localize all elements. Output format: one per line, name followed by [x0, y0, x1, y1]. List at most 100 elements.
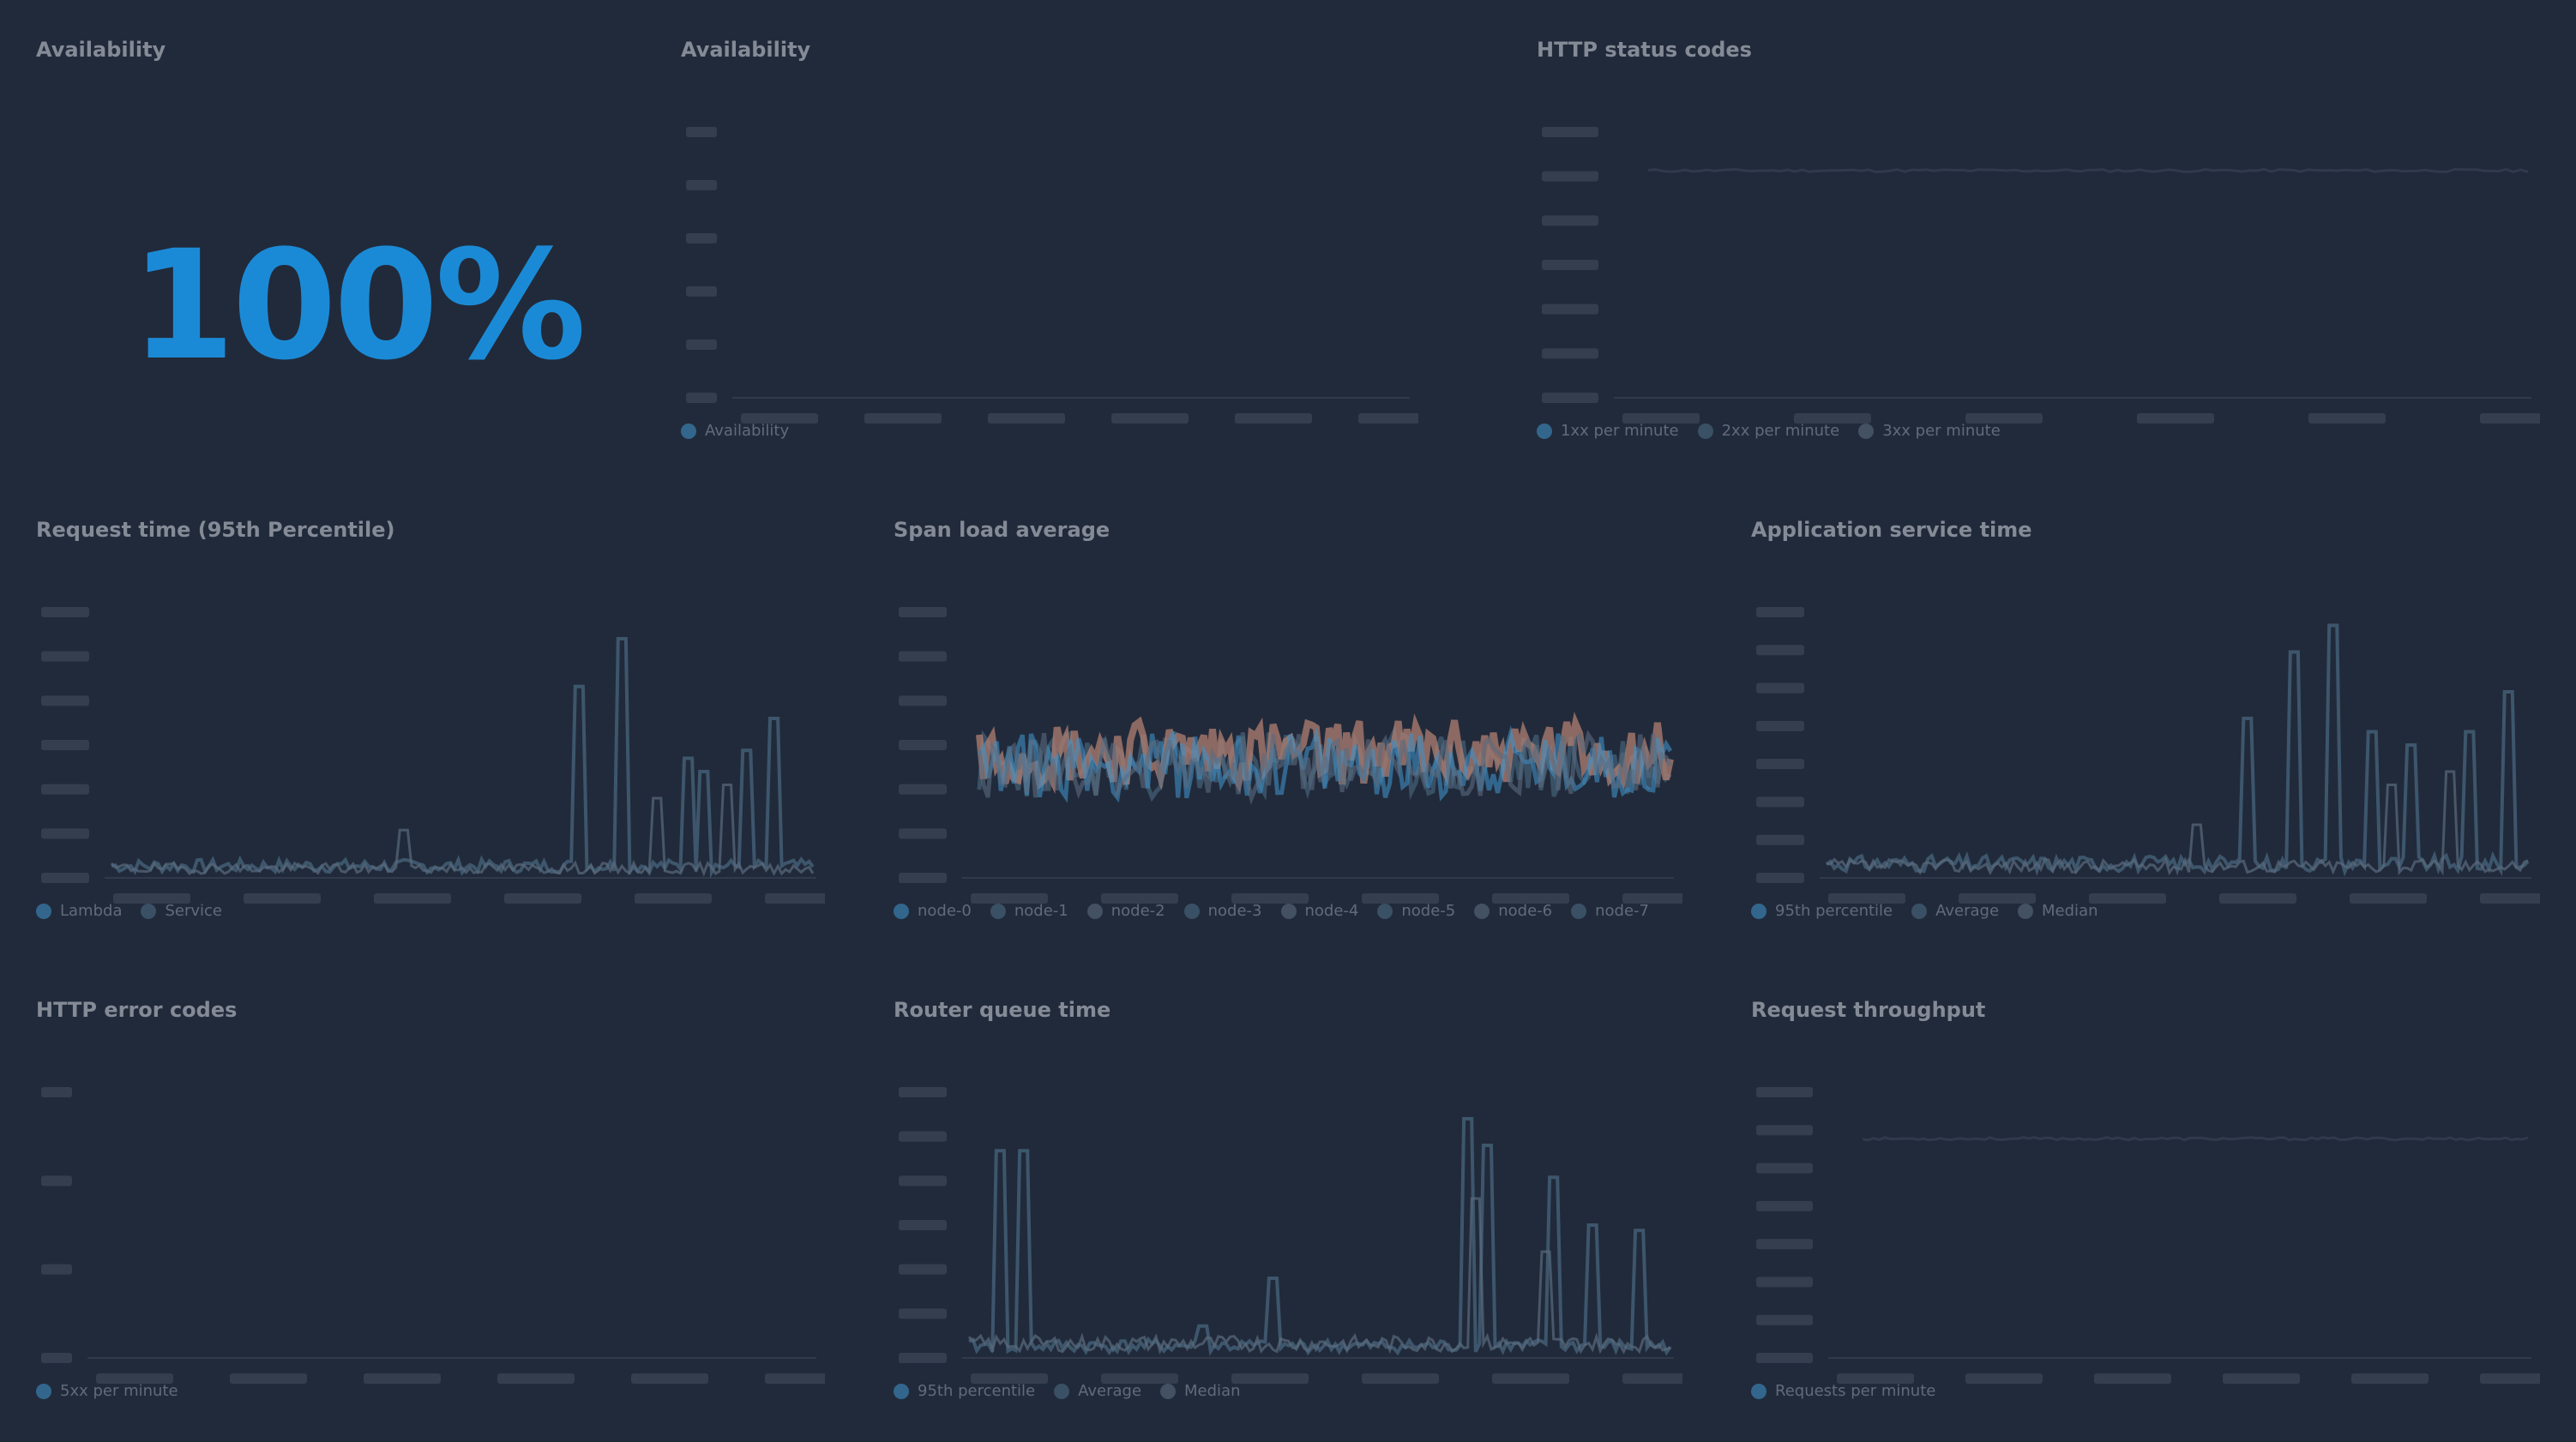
x-tick — [631, 1373, 708, 1384]
legend-label: Availability — [705, 422, 790, 440]
legend-item[interactable]: node-5 — [1377, 902, 1455, 920]
x-tick — [2137, 413, 2214, 424]
x-tick — [741, 413, 818, 424]
axes — [41, 607, 825, 904]
request-time-chart[interactable] — [36, 604, 825, 929]
y-tick — [41, 784, 89, 795]
app-service-time-chart[interactable] — [1751, 604, 2540, 929]
axes — [1756, 607, 2540, 904]
y-tick — [899, 873, 947, 883]
y-tick — [41, 1087, 72, 1097]
legend-item[interactable]: Requests per minute — [1751, 1382, 1935, 1400]
x-tick — [1101, 893, 1178, 904]
legend-item[interactable]: Lambda — [36, 902, 122, 920]
legend-item[interactable]: 5xx per minute — [36, 1382, 178, 1400]
x-tick — [1492, 1373, 1569, 1384]
legend-item[interactable]: 1xx per minute — [1537, 422, 1679, 440]
x-tick — [1837, 1373, 1914, 1384]
x-tick — [244, 893, 321, 904]
legend-item[interactable]: node-2 — [1086, 902, 1165, 920]
y-tick — [1756, 1277, 1813, 1288]
y-tick — [1756, 759, 1804, 770]
panel-title: Availability — [681, 38, 811, 62]
y-tick — [1756, 1200, 1813, 1211]
legend-label: node-6 — [1498, 902, 1553, 920]
legend-item[interactable]: node-0 — [894, 902, 972, 920]
legend-item[interactable]: Average — [1911, 902, 1999, 920]
y-tick — [686, 180, 717, 190]
x-tick — [364, 1373, 441, 1384]
x-tick — [765, 893, 825, 904]
axes — [686, 127, 1418, 424]
legend-dot-icon — [1160, 1383, 1177, 1399]
y-tick — [1756, 1353, 1813, 1363]
legend-label: node-0 — [918, 902, 972, 920]
series-line — [968, 1117, 1672, 1356]
legend-item[interactable]: 2xx per minute — [1697, 422, 1839, 440]
legend-item[interactable]: node-7 — [1571, 902, 1649, 920]
legend-item[interactable]: Median — [1160, 1382, 1241, 1400]
y-tick — [686, 339, 717, 350]
x-tick — [2480, 413, 2540, 424]
legend-item[interactable]: 95th percentile — [1751, 902, 1893, 920]
y-tick — [899, 784, 947, 795]
legend-item[interactable]: node-3 — [1183, 902, 1262, 920]
y-tick — [1756, 682, 1804, 694]
y-tick — [899, 1264, 947, 1275]
legend: 95th percentile Average Median — [894, 1382, 1241, 1400]
y-tick — [1756, 796, 1804, 808]
x-tick — [1358, 413, 1418, 424]
x-tick — [971, 1373, 1048, 1384]
legend-label: 95th percentile — [1775, 902, 1893, 920]
legend-item[interactable]: Availability — [681, 422, 789, 440]
legend-item[interactable]: Median — [2018, 902, 2098, 920]
y-tick — [41, 873, 89, 883]
request-throughput-chart[interactable] — [1751, 1084, 2540, 1409]
y-tick — [1756, 720, 1804, 731]
legend: Lambda Service — [36, 902, 222, 920]
http-status-chart[interactable] — [1537, 123, 2540, 449]
x-tick — [1362, 1373, 1439, 1384]
x-tick — [374, 893, 451, 904]
y-tick — [1542, 127, 1598, 137]
legend-item[interactable]: 95th percentile — [894, 1382, 1035, 1400]
legend-item[interactable]: node-1 — [990, 902, 1068, 920]
panel-title: Request time (95th Percentile) — [36, 518, 395, 542]
x-tick — [2480, 893, 2540, 904]
legend-label: Median — [1184, 1382, 1241, 1400]
legend-dot-icon — [36, 1383, 51, 1399]
series-line — [977, 725, 1673, 803]
legend-dot-icon — [2018, 903, 2034, 919]
legend-item[interactable]: 3xx per minute — [1858, 422, 2001, 440]
legend-item[interactable]: node-6 — [1474, 902, 1552, 920]
legend-item[interactable]: Service — [141, 902, 222, 920]
y-tick — [899, 1353, 947, 1363]
y-tick — [899, 695, 947, 706]
y-tick — [1756, 873, 1804, 883]
legend-dot-icon — [894, 903, 909, 919]
x-tick — [1362, 893, 1439, 904]
router-queue-chart[interactable] — [894, 1084, 1682, 1409]
y-tick — [899, 1087, 947, 1097]
legend-item[interactable]: Average — [1054, 1382, 1141, 1400]
legend-item[interactable]: node-4 — [1280, 902, 1358, 920]
x-tick — [96, 1373, 173, 1384]
x-tick — [1111, 413, 1189, 424]
availability-value: 100% — [130, 218, 587, 394]
legend: 95th percentile Average Median — [1751, 902, 2098, 920]
x-tick — [2094, 1373, 2171, 1384]
legend-dot-icon — [1280, 903, 1297, 919]
http-error-chart[interactable] — [36, 1084, 825, 1409]
x-tick — [1959, 893, 2036, 904]
x-tick — [1622, 413, 1700, 424]
legend-dot-icon — [1751, 1383, 1766, 1399]
y-tick — [1542, 215, 1598, 226]
legend: 1xx per minute 2xx per minute 3xx per minu… — [1537, 422, 2001, 440]
y-tick — [1542, 260, 1598, 270]
y-tick — [899, 1308, 947, 1319]
series-line — [1826, 770, 2529, 876]
span-load-chart[interactable] — [894, 604, 1682, 929]
availability-chart[interactable] — [681, 123, 1418, 449]
y-tick — [1542, 348, 1598, 359]
span-load-panel: Span load average node-0 node-1 node-2 node… — [894, 518, 1682, 929]
